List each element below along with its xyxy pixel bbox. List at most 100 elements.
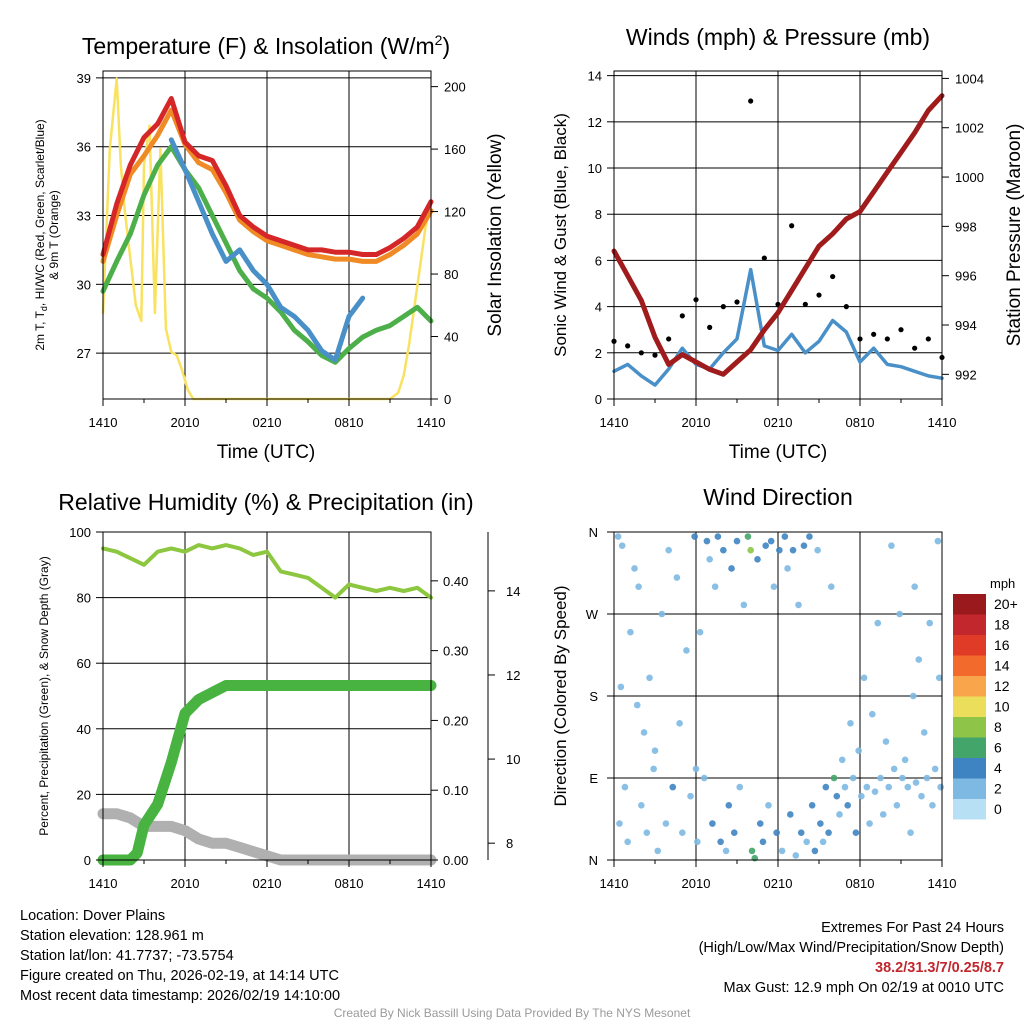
winds-x-tick-label: 1410 <box>928 415 957 430</box>
dir-point <box>935 674 943 682</box>
dir-point <box>885 783 892 791</box>
rh-series-precipitation <box>97 680 437 866</box>
dir-point <box>676 720 683 727</box>
dir-x-tick-label: 0210 <box>764 876 793 891</box>
legend-label: 12 <box>994 678 1010 694</box>
dir-point <box>863 783 871 791</box>
rh-y2-tick-label: 0.10 <box>443 783 468 798</box>
temp-y-tick-label: 36 <box>77 140 91 155</box>
temp-plot-area <box>100 77 434 401</box>
winds-y-tick-label: 10 <box>588 161 602 176</box>
winds-gust-point <box>898 327 904 333</box>
extremes-values: 38.2/31.3/7/0.25/8.7 <box>875 960 1004 976</box>
dir-point <box>874 619 882 627</box>
dir-point <box>879 811 887 818</box>
dir-point <box>803 838 810 846</box>
dir-point <box>631 565 638 572</box>
dir-point <box>888 542 895 549</box>
dir-point <box>646 674 653 682</box>
winds-x-tick-label: 0210 <box>764 415 793 430</box>
dir-x-tick-label: 1410 <box>600 876 629 891</box>
winds-y2-tick-label: 994 <box>955 318 977 333</box>
dir-x-tick-label: 1410 <box>928 876 957 891</box>
legend-label: 10 <box>994 699 1010 715</box>
dir-point <box>836 811 843 818</box>
dir-y-tick-label: E <box>589 771 598 786</box>
dir-x-tick-label: 0810 <box>846 876 875 891</box>
dir-point <box>901 756 909 764</box>
dir-point <box>849 774 857 782</box>
dir-point <box>923 774 931 782</box>
winds-y2-tick-label: 996 <box>955 269 977 284</box>
dir-point <box>828 583 835 590</box>
legend-label: 6 <box>994 740 1002 756</box>
rh-title: Relative Humidity (%) & Precipitation (i… <box>58 489 473 515</box>
rh-y-tick-label: 40 <box>77 722 91 737</box>
dir-point <box>918 792 925 800</box>
temp-series-orange <box>100 107 434 264</box>
wind-direction-panel: Wind Direction 1410 2010 0210 0810 1410NESWN… <box>551 484 1018 891</box>
dir-point <box>814 546 821 554</box>
legend-label: 14 <box>994 658 1010 674</box>
legend-title: mph <box>990 576 1015 591</box>
winds-title: Winds (mph) & Pressure (mb) <box>626 24 930 50</box>
dir-point <box>855 747 862 754</box>
dir-point <box>866 820 873 827</box>
dir-point <box>830 774 838 782</box>
extremes-subheading: (High/Low/Max Wind/Precipitation/Snow De… <box>698 940 1004 956</box>
max-gust: Max Gust: 12.9 mph On 02/19 at 0010 UTC <box>723 980 1004 996</box>
dir-point <box>789 546 797 554</box>
dir-point <box>683 647 690 654</box>
dir-point <box>765 802 772 809</box>
temp-y2-tick-label: 200 <box>444 80 466 95</box>
winds-y2-tick-label: 998 <box>955 219 977 234</box>
rh-y3-tick-label: 12 <box>506 668 520 683</box>
legend-label: 16 <box>994 637 1010 653</box>
dir-point <box>776 546 783 554</box>
station-info: Location: Dover Plains Station elevation… <box>20 906 340 1006</box>
dir-point <box>747 546 754 554</box>
recent-data-timestamp: Most recent data timestamp: 2026/02/19 1… <box>20 988 341 1004</box>
speed-legend: mph 20+ 18 16 14 12 10 8 6 4 2 0 <box>953 576 1018 820</box>
rh-y2-tick-label: 0.30 <box>443 644 468 659</box>
dir-point <box>717 838 724 846</box>
dir-point <box>700 774 708 782</box>
dir-point <box>725 802 733 809</box>
dir-point <box>825 829 832 836</box>
dir-point <box>781 533 789 540</box>
temp-series-red <box>100 96 434 257</box>
legend-label: 8 <box>994 719 1002 735</box>
temp-y-tick-label: 30 <box>77 277 91 292</box>
dir-point <box>762 542 769 549</box>
dir-point <box>844 802 851 809</box>
dir-point <box>934 537 942 545</box>
dir-point <box>896 610 903 618</box>
dir-point <box>926 619 933 627</box>
dir-point <box>847 720 854 727</box>
dir-point <box>730 829 738 836</box>
figure-created: Figure created on Thu, 2026-02-19, at 14… <box>20 968 339 984</box>
dir-y-axis-title: Direction (Colored By Speed) <box>551 585 570 806</box>
winds-y2-tick-label: 1002 <box>955 121 984 136</box>
dir-point <box>899 774 906 782</box>
dir-point <box>920 729 928 736</box>
dir-point <box>654 847 662 855</box>
winds-gust-point <box>775 301 781 307</box>
dir-point <box>904 783 912 791</box>
winds-y-tick-label: 4 <box>595 300 602 315</box>
legend-label: 0 <box>994 801 1002 817</box>
dir-x-tick-label: 2010 <box>682 876 711 891</box>
dir-y-tick-label: S <box>589 689 598 704</box>
dir-point <box>792 852 800 859</box>
legend-swatch <box>953 778 986 799</box>
dir-point <box>811 847 819 855</box>
station-elevation: Station elevation: 128.961 m <box>20 928 204 944</box>
temperature-panel: Temperature (F) & Insolation (W/m2) 1410… <box>33 32 506 463</box>
dir-point <box>673 574 681 581</box>
winds-gust-point <box>666 336 672 342</box>
dir-point <box>841 783 849 791</box>
dir-y-tick-label: N <box>589 525 598 540</box>
winds-y-tick-label: 12 <box>588 115 602 130</box>
dir-point <box>696 628 704 636</box>
rh-x-tick-label: 2010 <box>171 876 200 891</box>
